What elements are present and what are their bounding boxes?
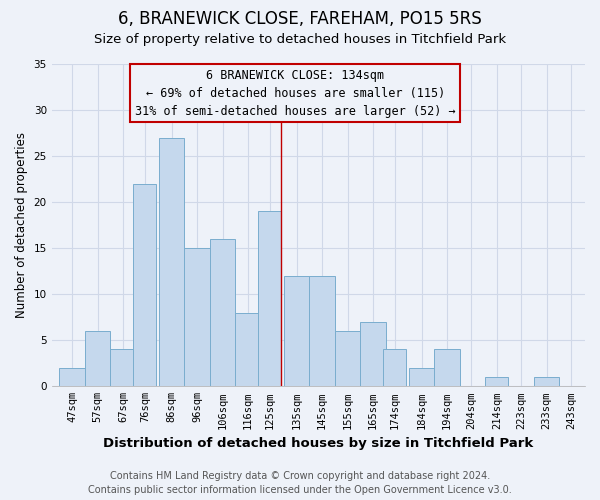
Bar — [159, 138, 184, 386]
Bar — [133, 184, 156, 386]
Bar — [259, 212, 281, 386]
Bar — [361, 322, 386, 386]
Text: Contains HM Land Registry data © Crown copyright and database right 2024.
Contai: Contains HM Land Registry data © Crown c… — [88, 471, 512, 495]
Bar — [534, 377, 559, 386]
Bar — [335, 331, 361, 386]
Bar — [383, 350, 406, 387]
Text: 6 BRANEWICK CLOSE: 134sqm
← 69% of detached houses are smaller (115)
31% of semi: 6 BRANEWICK CLOSE: 134sqm ← 69% of detac… — [135, 68, 455, 117]
Bar — [59, 368, 85, 386]
Bar — [409, 368, 434, 386]
Bar — [210, 239, 235, 386]
Bar — [85, 331, 110, 386]
Text: Size of property relative to detached houses in Titchfield Park: Size of property relative to detached ho… — [94, 32, 506, 46]
Bar — [310, 276, 335, 386]
Bar — [110, 350, 136, 387]
Bar — [235, 312, 261, 386]
Bar — [485, 377, 508, 386]
Bar — [434, 350, 460, 387]
X-axis label: Distribution of detached houses by size in Titchfield Park: Distribution of detached houses by size … — [103, 437, 533, 450]
Text: 6, BRANEWICK CLOSE, FAREHAM, PO15 5RS: 6, BRANEWICK CLOSE, FAREHAM, PO15 5RS — [118, 10, 482, 28]
Y-axis label: Number of detached properties: Number of detached properties — [15, 132, 28, 318]
Bar — [284, 276, 310, 386]
Bar — [184, 248, 210, 386]
